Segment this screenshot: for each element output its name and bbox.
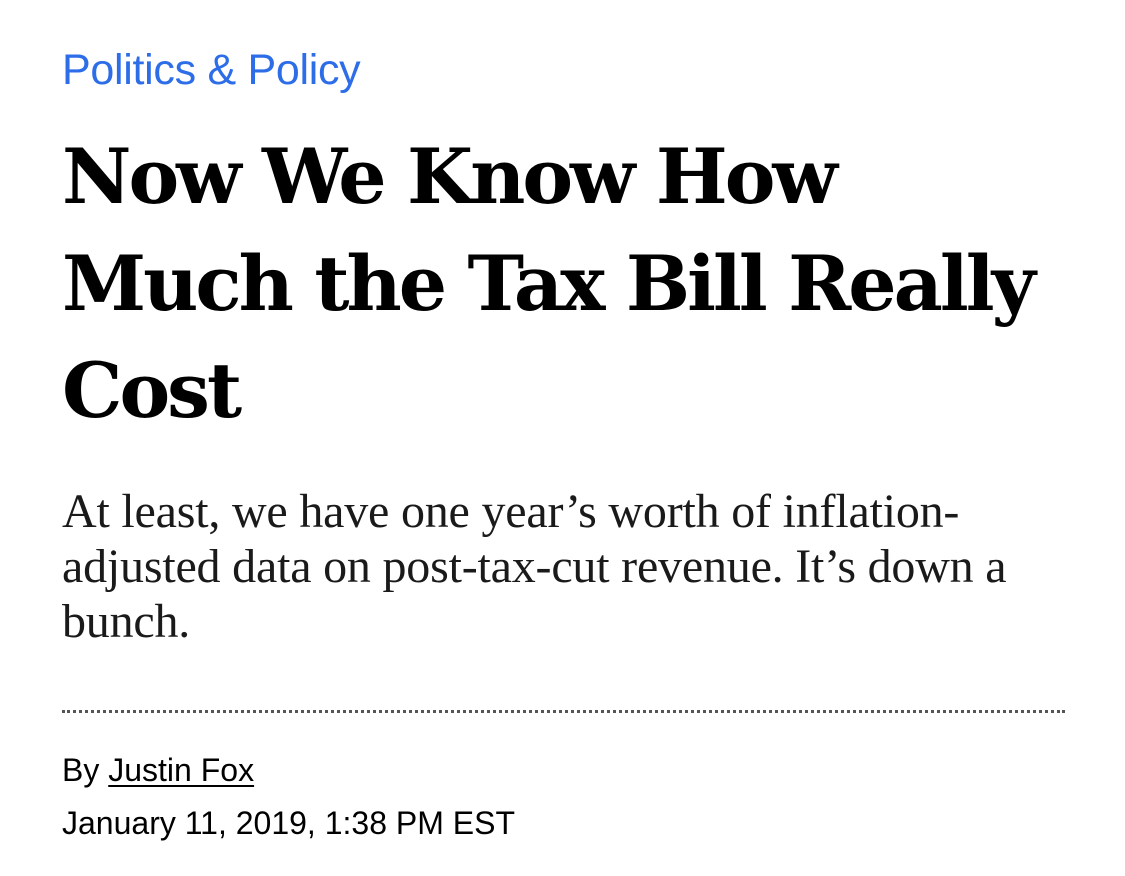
author-link[interactable]: Justin Fox — [108, 752, 255, 788]
publish-timestamp: January 11, 2019, 1:38 PM EST — [62, 805, 515, 841]
category-link[interactable]: Politics & Policy — [62, 46, 361, 94]
dotted-divider — [62, 710, 1065, 713]
headline: Now We Know How Much the Tax Bill Really… — [62, 132, 1036, 435]
byline-prefix: By — [62, 752, 100, 788]
byline: By Justin Fox — [62, 750, 254, 790]
article-dek: At least, we have one year’s worth of in… — [62, 485, 1007, 648]
